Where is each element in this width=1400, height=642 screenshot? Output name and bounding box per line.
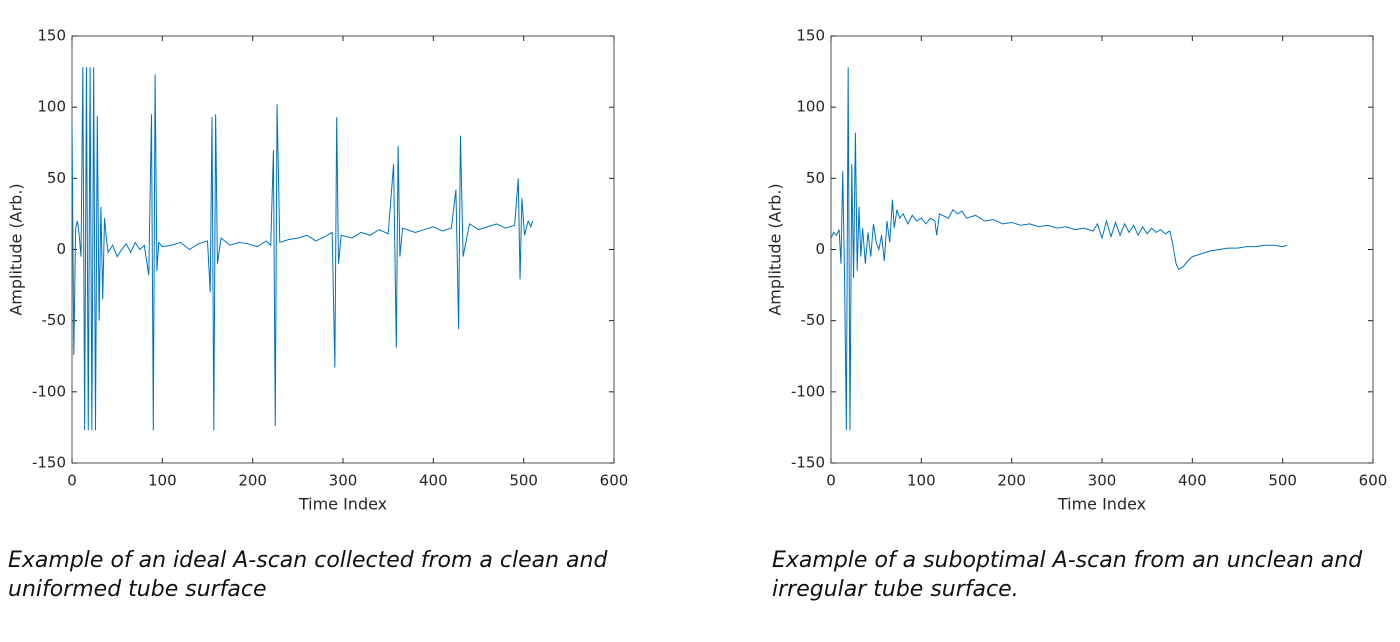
x-tick-label: 500 bbox=[509, 472, 538, 490]
y-tick-label: 0 bbox=[815, 240, 825, 258]
x-axis-label: Time Index bbox=[1057, 495, 1146, 514]
x-tick-label: 100 bbox=[907, 472, 936, 490]
y-tick-label: -50 bbox=[801, 311, 826, 329]
caption: Example of a suboptimal A-scan from an u… bbox=[772, 548, 1363, 602]
y-tick-label: 0 bbox=[56, 240, 66, 258]
data-line bbox=[830, 67, 1288, 431]
x-tick-label: 500 bbox=[1268, 472, 1297, 490]
x-tick-label: 0 bbox=[826, 472, 836, 490]
x-tick-label: 300 bbox=[329, 472, 358, 490]
x-tick-label: 400 bbox=[1178, 472, 1207, 490]
y-tick-label: -50 bbox=[42, 311, 67, 329]
y-axis-label: Amplitude (Arb.) bbox=[7, 183, 26, 315]
y-tick-label: 50 bbox=[47, 169, 66, 187]
y-tick-label: 100 bbox=[37, 98, 66, 116]
y-axis-label: Amplitude (Arb.) bbox=[766, 183, 785, 315]
y-tick-label: 50 bbox=[806, 169, 825, 187]
y-tick-label: -150 bbox=[791, 454, 825, 472]
x-tick-label: 0 bbox=[67, 472, 77, 490]
y-tick-label: 150 bbox=[37, 27, 66, 45]
x-tick-label: 600 bbox=[600, 472, 629, 490]
caption: Example of an ideal A-scan collected fro… bbox=[8, 548, 608, 602]
plot-frame bbox=[830, 35, 1374, 464]
y-tick-label: -150 bbox=[32, 454, 66, 472]
x-axis-label: Time Index bbox=[298, 495, 387, 514]
y-tick-label: 150 bbox=[796, 27, 825, 45]
x-tick-label: 400 bbox=[419, 472, 448, 490]
x-tick-label: 200 bbox=[238, 472, 267, 490]
y-tick-label: -100 bbox=[32, 382, 66, 400]
x-tick-label: 100 bbox=[148, 472, 177, 490]
x-tick-label: 200 bbox=[997, 472, 1026, 490]
x-tick-label: 300 bbox=[1088, 472, 1117, 490]
y-tick-label: -100 bbox=[791, 382, 825, 400]
data-line bbox=[71, 67, 534, 431]
y-tick-label: 100 bbox=[796, 98, 825, 116]
x-tick-label: 600 bbox=[1359, 472, 1388, 490]
